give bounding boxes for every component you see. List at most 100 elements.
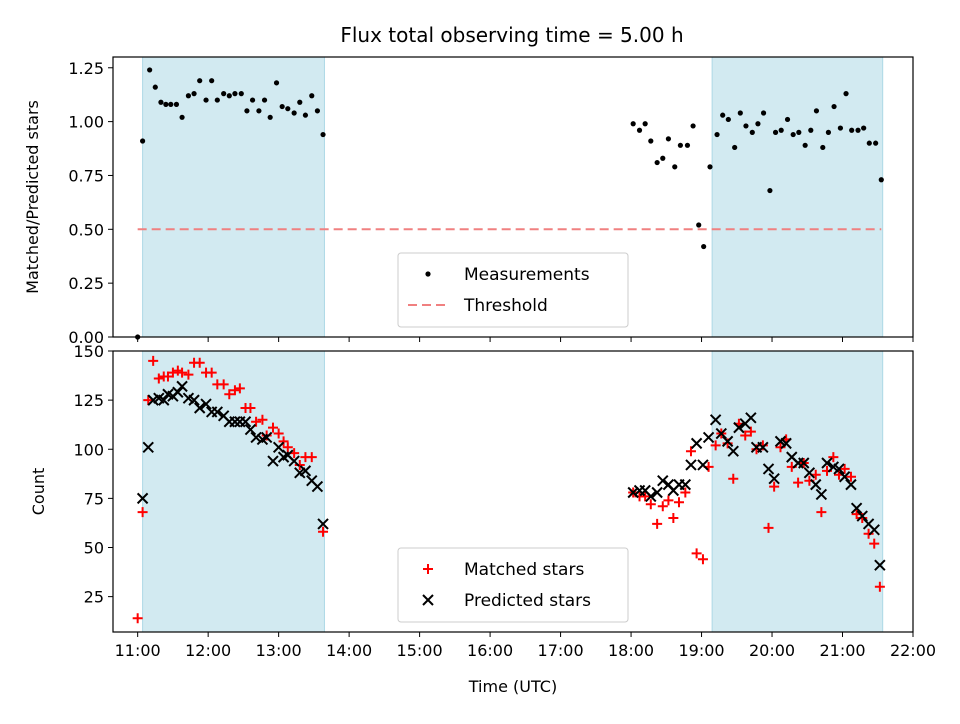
data-point	[214, 97, 220, 103]
data-point	[803, 467, 816, 479]
data-point	[176, 380, 188, 393]
y-tick-label: 1.00	[68, 113, 104, 132]
data-point	[636, 127, 643, 133]
data-point	[743, 123, 749, 129]
data-point	[849, 127, 855, 133]
data-point	[668, 513, 679, 524]
data-point	[816, 507, 827, 518]
data-point	[868, 524, 880, 536]
data-point	[793, 477, 804, 488]
data-point	[268, 422, 278, 433]
data-point	[203, 97, 209, 103]
data-point	[815, 488, 828, 501]
data-point	[820, 144, 826, 151]
data-point	[828, 452, 839, 463]
data-point	[320, 131, 326, 138]
x-tick-label: 22:00	[890, 641, 936, 660]
data-point	[172, 386, 184, 398]
data-point	[768, 473, 780, 485]
data-point	[173, 101, 180, 107]
data-point	[168, 101, 174, 107]
legend-box	[397, 252, 629, 328]
series-matched-stars	[132, 355, 885, 624]
data-point	[294, 459, 305, 470]
data-point	[167, 367, 178, 378]
data-point	[701, 243, 707, 250]
data-point	[273, 80, 280, 86]
data-point	[833, 463, 845, 475]
data-point	[745, 426, 756, 437]
x-tick-label: 11:00	[115, 641, 161, 660]
data-point	[680, 487, 691, 498]
data-point	[285, 106, 291, 112]
data-point	[715, 427, 727, 440]
data-point	[267, 114, 273, 120]
legend: Measurements Threshold	[397, 252, 629, 328]
data-point	[697, 554, 708, 565]
series-predicted-stars	[136, 380, 886, 571]
data-point	[140, 138, 146, 144]
y-tick-label: 0.25	[68, 274, 104, 293]
data-point	[244, 423, 257, 436]
data-point	[802, 142, 808, 148]
data-point	[229, 385, 240, 396]
data-point	[837, 125, 844, 131]
data-point	[209, 78, 215, 84]
data-point	[839, 463, 850, 474]
data-point	[691, 548, 702, 559]
legend-swatch	[423, 564, 433, 574]
data-point	[226, 93, 232, 99]
data-point	[690, 123, 696, 129]
legend-label: Matched stars	[464, 560, 584, 580]
legend-label: Predicted stars	[464, 591, 591, 611]
data-point	[257, 414, 268, 425]
y-axis-label: Count	[29, 468, 48, 516]
data-point	[229, 416, 241, 428]
data-point	[302, 112, 309, 118]
x-tick-label: 16:00	[467, 641, 513, 660]
data-point	[654, 159, 660, 166]
y-axis-label: Matched/Predicted stars	[23, 100, 42, 294]
data-point	[769, 481, 780, 492]
data-point	[651, 486, 663, 499]
data-point	[755, 121, 761, 127]
data-point	[825, 129, 832, 135]
data-point	[721, 435, 734, 448]
data-point	[640, 491, 651, 502]
data-point	[813, 108, 820, 114]
data-point	[273, 428, 284, 439]
x-tick-label: 18:00	[608, 641, 654, 660]
data-point	[200, 398, 212, 410]
data-point	[767, 187, 773, 194]
data-point	[690, 437, 703, 450]
data-point	[778, 127, 784, 133]
data-point	[256, 108, 262, 114]
data-point	[279, 103, 285, 110]
data-point	[702, 431, 715, 444]
data-point	[845, 471, 856, 482]
data-point	[878, 177, 884, 183]
data-point	[861, 125, 867, 131]
data-point	[306, 452, 317, 463]
data-point	[158, 99, 164, 105]
data-point	[314, 108, 321, 114]
data-point	[798, 457, 810, 469]
y-tick-label: 0.50	[68, 220, 104, 239]
data-point	[866, 140, 872, 146]
data-point	[278, 436, 289, 447]
data-point	[780, 437, 792, 450]
data-point	[291, 110, 297, 116]
data-point	[148, 355, 159, 366]
y-tick-label: 100	[73, 440, 104, 459]
data-point	[318, 526, 329, 537]
data-point	[261, 97, 268, 103]
panel-count: 25 50 75 100 125 150 11:00 12:00 13:00 14:00 15:00…	[29, 342, 936, 696]
data-point	[251, 416, 262, 427]
data-point	[725, 116, 731, 123]
data-point	[838, 471, 851, 483]
axes-frame	[112, 350, 914, 633]
data-point	[869, 538, 880, 549]
y-tick-label: 125	[73, 391, 104, 410]
data-point	[163, 101, 169, 107]
data-point	[249, 97, 256, 103]
